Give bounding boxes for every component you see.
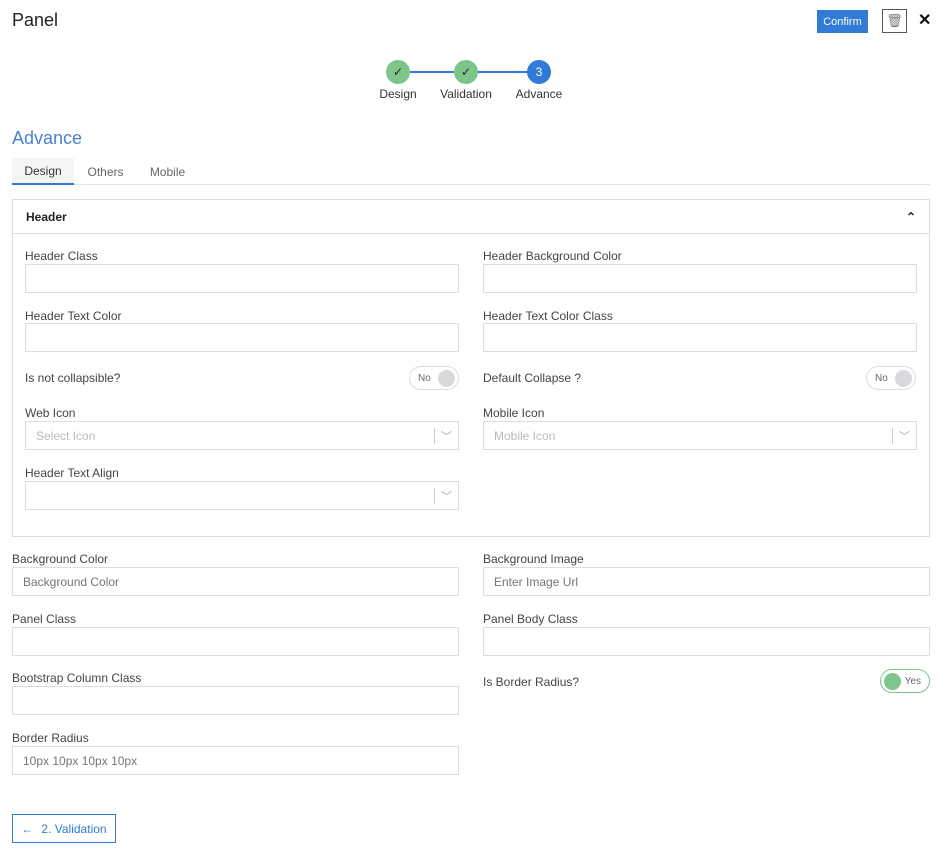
label: Panel Class — [12, 612, 77, 626]
stepper-connector — [476, 71, 530, 73]
label: Header Text Align — [25, 466, 119, 480]
bootstrap-column-class-input[interactable] — [12, 686, 459, 715]
back-to-validation-button[interactable]: ← 2. Validation — [12, 814, 116, 843]
arrow-left-icon: ← — [21, 821, 34, 836]
mobile-icon-select[interactable]: Mobile Icon ﹀ — [483, 421, 917, 450]
placeholder: Mobile Icon — [494, 428, 556, 443]
toggle-text: No — [418, 372, 431, 384]
label: Is not collapsible? — [25, 371, 121, 385]
panel-class-input[interactable] — [12, 627, 459, 656]
trash-icon: 🗑 — [886, 13, 903, 28]
section-title: Advance — [12, 128, 83, 148]
step-validation[interactable]: ✓ — [454, 60, 478, 84]
tab-others[interactable]: Others — [87, 164, 124, 179]
background-image-input[interactable] — [483, 567, 930, 596]
label: Header Class — [25, 249, 98, 263]
label: Background Color — [12, 552, 109, 566]
web-icon-select[interactable]: Select Icon ﹀ — [25, 421, 459, 450]
chevron-down-icon: ﹀ — [434, 427, 452, 444]
label: Is Border Radius? — [483, 675, 580, 689]
placeholder: Select Icon — [36, 428, 96, 443]
tab-design[interactable]: Design — [12, 158, 74, 185]
step-label: Advance — [515, 87, 563, 101]
background-color-input[interactable] — [12, 567, 459, 596]
close-icon[interactable]: ✕ — [918, 12, 932, 29]
border-radius-input[interactable] — [12, 746, 459, 775]
label: Panel Body Class — [483, 612, 578, 626]
header-text-align-select[interactable]: ﹀ — [25, 481, 459, 510]
button-label: 2. Validation — [41, 821, 107, 836]
header-text-color-class-input[interactable] — [483, 323, 917, 352]
chevron-down-icon: ﹀ — [892, 427, 910, 444]
header-bg-color-input[interactable] — [483, 264, 917, 293]
page-title: Panel — [12, 10, 59, 30]
label: Header Background Color — [483, 249, 622, 263]
toggle-knob — [895, 369, 912, 387]
label: Mobile Icon — [483, 406, 545, 420]
chevron-down-icon: ﹀ — [434, 487, 452, 504]
toggle-text: No — [875, 372, 888, 384]
step-label: Validation — [440, 87, 492, 101]
toggle-knob — [884, 672, 901, 690]
label: Header Text Color — [25, 309, 122, 323]
border-radius-toggle[interactable]: Yes — [880, 669, 930, 693]
chevron-up-icon: ⌃ — [905, 209, 916, 224]
confirm-button[interactable]: Confirm — [817, 10, 868, 33]
step-advance[interactable]: 3 — [527, 60, 551, 84]
label: Bootstrap Column Class — [12, 671, 142, 685]
toggle-knob — [438, 369, 455, 387]
label: Default Collapse ? — [483, 371, 582, 385]
label: Background Image — [483, 552, 584, 566]
panel-body-class-input[interactable] — [483, 627, 930, 656]
not-collapsible-toggle[interactable]: No — [409, 366, 459, 390]
header-card-toggle[interactable]: Header ⌃ — [12, 199, 930, 234]
label: Border Radius — [12, 731, 89, 745]
tab-mobile[interactable]: Mobile — [149, 164, 186, 179]
toggle-text: Yes — [904, 675, 921, 687]
label: Header Text Color Class — [483, 309, 613, 323]
delete-button[interactable]: 🗑 — [882, 9, 907, 33]
stepper-connector — [408, 71, 458, 73]
header-text-color-input[interactable] — [25, 323, 459, 352]
tab-divider — [12, 184, 930, 185]
step-label: Design — [379, 87, 417, 101]
card-title: Header — [26, 209, 67, 224]
label: Web Icon — [25, 406, 76, 420]
default-collapse-toggle[interactable]: No — [866, 366, 916, 390]
step-design[interactable]: ✓ — [386, 60, 410, 84]
header-class-input[interactable] — [25, 264, 459, 293]
